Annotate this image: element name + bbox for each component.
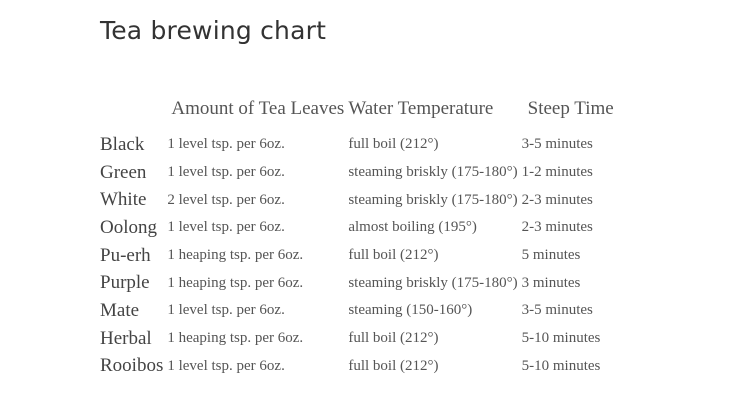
amount-cell: 1 level tsp. per 6oz. [167, 357, 285, 374]
header-amount: Amount of Tea Leaves [171, 98, 345, 119]
table-row: Black 1 level tsp. per 6oz. full boil (2… [98, 125, 616, 159]
table-row: Rooibos 1 level tsp. per 6oz. full boil … [98, 353, 616, 381]
amount-cell: 1 level tsp. per 6oz. [167, 302, 285, 319]
steep-time-cell: 2-3 minutes [521, 191, 593, 208]
header-tea-type [98, 93, 165, 125]
tea-type-cell: Pu-erh [100, 244, 151, 266]
steep-time-cell: 2-3 minutes [521, 219, 593, 236]
table-row: Mate 1 level tsp. per 6oz. steaming (150… [98, 297, 616, 325]
tea-type-cell: Rooibos [100, 355, 164, 377]
steep-time-cell: 3-5 minutes [521, 302, 593, 319]
temperature-cell: full boil (212°) [348, 330, 439, 347]
temperature-cell: steaming briskly (175-180°) [348, 274, 518, 291]
table-header-row: Amount of Tea Leaves Water Temperature S… [98, 93, 616, 125]
tea-type-cell: Purple [100, 272, 150, 294]
amount-cell: 2 level tsp. per 6oz. [167, 191, 285, 208]
temperature-cell: full boil (212°) [348, 357, 439, 374]
table-body: Black 1 level tsp. per 6oz. full boil (2… [98, 125, 616, 380]
table-row: Herbal 1 heaping tsp. per 6oz. full boil… [98, 325, 616, 353]
steep-time-cell: 5 minutes [521, 247, 581, 264]
amount-cell: 1 level tsp. per 6oz. [167, 164, 285, 181]
temperature-cell: full boil (212°) [348, 247, 439, 264]
table-row: Green 1 level tsp. per 6oz. steaming bri… [98, 159, 616, 187]
header-water-temperature: Water Temperature [348, 98, 494, 119]
amount-cell: 1 level tsp. per 6oz. [167, 136, 285, 153]
temperature-cell: steaming briskly (175-180°) [348, 164, 518, 181]
tea-type-cell: Herbal [100, 327, 152, 349]
tea-type-cell: White [100, 189, 147, 211]
steep-time-cell: 3-5 minutes [521, 136, 593, 153]
page-title: Tea brewing chart [100, 16, 327, 45]
steep-time-cell: 1-2 minutes [521, 164, 593, 181]
temperature-cell: steaming briskly (175-180°) [348, 191, 518, 208]
tea-type-cell: Green [100, 161, 147, 183]
steep-time-cell: 3 minutes [521, 274, 581, 291]
tea-type-cell: Oolong [100, 216, 157, 238]
temperature-cell: steaming (150-160°) [348, 302, 473, 319]
temperature-cell: almost boiling (195°) [348, 219, 477, 236]
amount-cell: 1 heaping tsp. per 6oz. [167, 247, 304, 264]
header-steep-time: Steep Time [527, 98, 614, 119]
amount-cell: 1 heaping tsp. per 6oz. [167, 274, 304, 291]
tea-brewing-table: Amount of Tea Leaves Water Temperature S… [98, 93, 616, 380]
temperature-cell: full boil (212°) [348, 136, 439, 153]
table-row: White 2 level tsp. per 6oz. steaming bri… [98, 186, 616, 214]
tea-type-cell: Black [100, 133, 145, 155]
tea-type-cell: Mate [100, 299, 140, 321]
table-row: Oolong 1 level tsp. per 6oz. almost boil… [98, 214, 616, 242]
amount-cell: 1 heaping tsp. per 6oz. [167, 330, 304, 347]
table-row: Purple 1 heaping tsp. per 6oz. steaming … [98, 269, 616, 297]
steep-time-cell: 5-10 minutes [521, 357, 601, 374]
amount-cell: 1 level tsp. per 6oz. [167, 219, 285, 236]
table-row: Pu-erh 1 heaping tsp. per 6oz. full boil… [98, 242, 616, 270]
steep-time-cell: 5-10 minutes [521, 330, 601, 347]
